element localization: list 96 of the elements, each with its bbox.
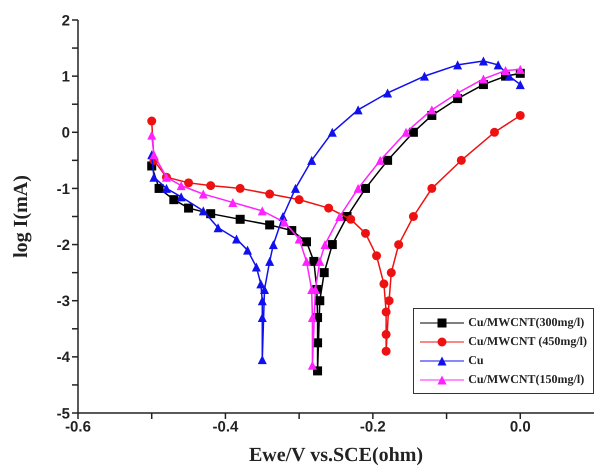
point bbox=[456, 156, 466, 165]
point bbox=[214, 223, 223, 232]
point bbox=[198, 190, 208, 199]
point bbox=[149, 172, 158, 182]
point bbox=[354, 105, 363, 114]
point bbox=[420, 72, 429, 81]
point bbox=[453, 60, 462, 70]
point bbox=[328, 240, 337, 250]
point bbox=[258, 355, 267, 364]
point bbox=[228, 198, 238, 207]
point bbox=[294, 195, 304, 204]
point bbox=[494, 60, 503, 70]
point bbox=[360, 228, 370, 238]
point bbox=[184, 204, 194, 213]
point bbox=[501, 66, 510, 76]
point bbox=[478, 74, 488, 84]
legend-label: Cu bbox=[468, 353, 484, 368]
legend-label: Cu/MWCNT(300mg/l) bbox=[468, 315, 584, 330]
point bbox=[408, 128, 418, 137]
point bbox=[280, 218, 289, 227]
legend-label: Cu/MWCNT (450mg/l) bbox=[468, 334, 587, 349]
y-tick-label: 2 bbox=[62, 12, 70, 30]
point bbox=[346, 214, 356, 224]
point bbox=[294, 234, 304, 244]
x-axis-title: Ewe/V vs.SCE(ohm) bbox=[248, 444, 424, 466]
point bbox=[260, 284, 269, 294]
point bbox=[147, 130, 156, 140]
point bbox=[408, 212, 418, 221]
point bbox=[427, 184, 436, 193]
point bbox=[383, 156, 392, 165]
point bbox=[328, 128, 337, 137]
point bbox=[386, 268, 396, 278]
point bbox=[379, 279, 388, 288]
point bbox=[360, 184, 370, 193]
point bbox=[169, 195, 178, 204]
point bbox=[427, 105, 436, 114]
point bbox=[176, 192, 186, 202]
point bbox=[382, 307, 391, 316]
point bbox=[154, 184, 164, 193]
point bbox=[268, 240, 278, 250]
point bbox=[504, 72, 514, 81]
point bbox=[184, 178, 194, 188]
point bbox=[290, 184, 300, 193]
point bbox=[315, 296, 324, 306]
y-tick-label: 1 bbox=[62, 68, 70, 86]
point bbox=[232, 234, 241, 244]
point bbox=[315, 256, 324, 266]
point bbox=[354, 184, 363, 193]
legend-label: Cu/MWCNT(150mg/l) bbox=[468, 372, 584, 387]
point bbox=[258, 296, 267, 306]
point bbox=[265, 220, 274, 230]
point bbox=[258, 313, 267, 322]
point bbox=[206, 181, 216, 190]
point bbox=[320, 268, 329, 278]
point bbox=[265, 256, 274, 266]
point bbox=[302, 237, 312, 246]
point bbox=[376, 156, 385, 165]
point bbox=[478, 56, 488, 66]
point bbox=[320, 240, 330, 250]
point bbox=[243, 246, 252, 255]
y-tick-label: -4 bbox=[56, 349, 71, 366]
point bbox=[147, 116, 156, 126]
y-axis-title: log I(mA) bbox=[10, 175, 32, 258]
point bbox=[162, 184, 171, 193]
point bbox=[198, 206, 208, 216]
point bbox=[236, 184, 245, 193]
point bbox=[372, 251, 382, 260]
point bbox=[176, 181, 186, 190]
point bbox=[265, 190, 274, 199]
point bbox=[307, 156, 316, 165]
point bbox=[516, 80, 525, 90]
point bbox=[236, 214, 245, 224]
point bbox=[394, 240, 404, 250]
point bbox=[252, 262, 261, 272]
x-tick-label: -0.2 bbox=[360, 418, 386, 436]
point bbox=[258, 206, 267, 216]
point bbox=[453, 88, 462, 98]
point bbox=[324, 204, 334, 213]
point bbox=[302, 256, 312, 266]
y-tick-label: 0 bbox=[62, 124, 70, 142]
point bbox=[382, 330, 391, 339]
point bbox=[402, 128, 411, 137]
x-tick-label: 0.0 bbox=[510, 418, 531, 436]
y-tick-label: -3 bbox=[56, 293, 70, 310]
x-tick-label: -0.4 bbox=[212, 418, 240, 436]
point bbox=[490, 128, 499, 137]
point bbox=[516, 110, 525, 120]
point bbox=[308, 313, 317, 322]
y-tick-label: -1 bbox=[56, 180, 70, 198]
point bbox=[384, 296, 394, 306]
y-tick-label: -2 bbox=[56, 236, 70, 254]
point bbox=[308, 360, 317, 370]
point bbox=[516, 64, 525, 74]
point bbox=[383, 88, 392, 98]
point bbox=[335, 212, 344, 221]
point bbox=[382, 346, 391, 356]
